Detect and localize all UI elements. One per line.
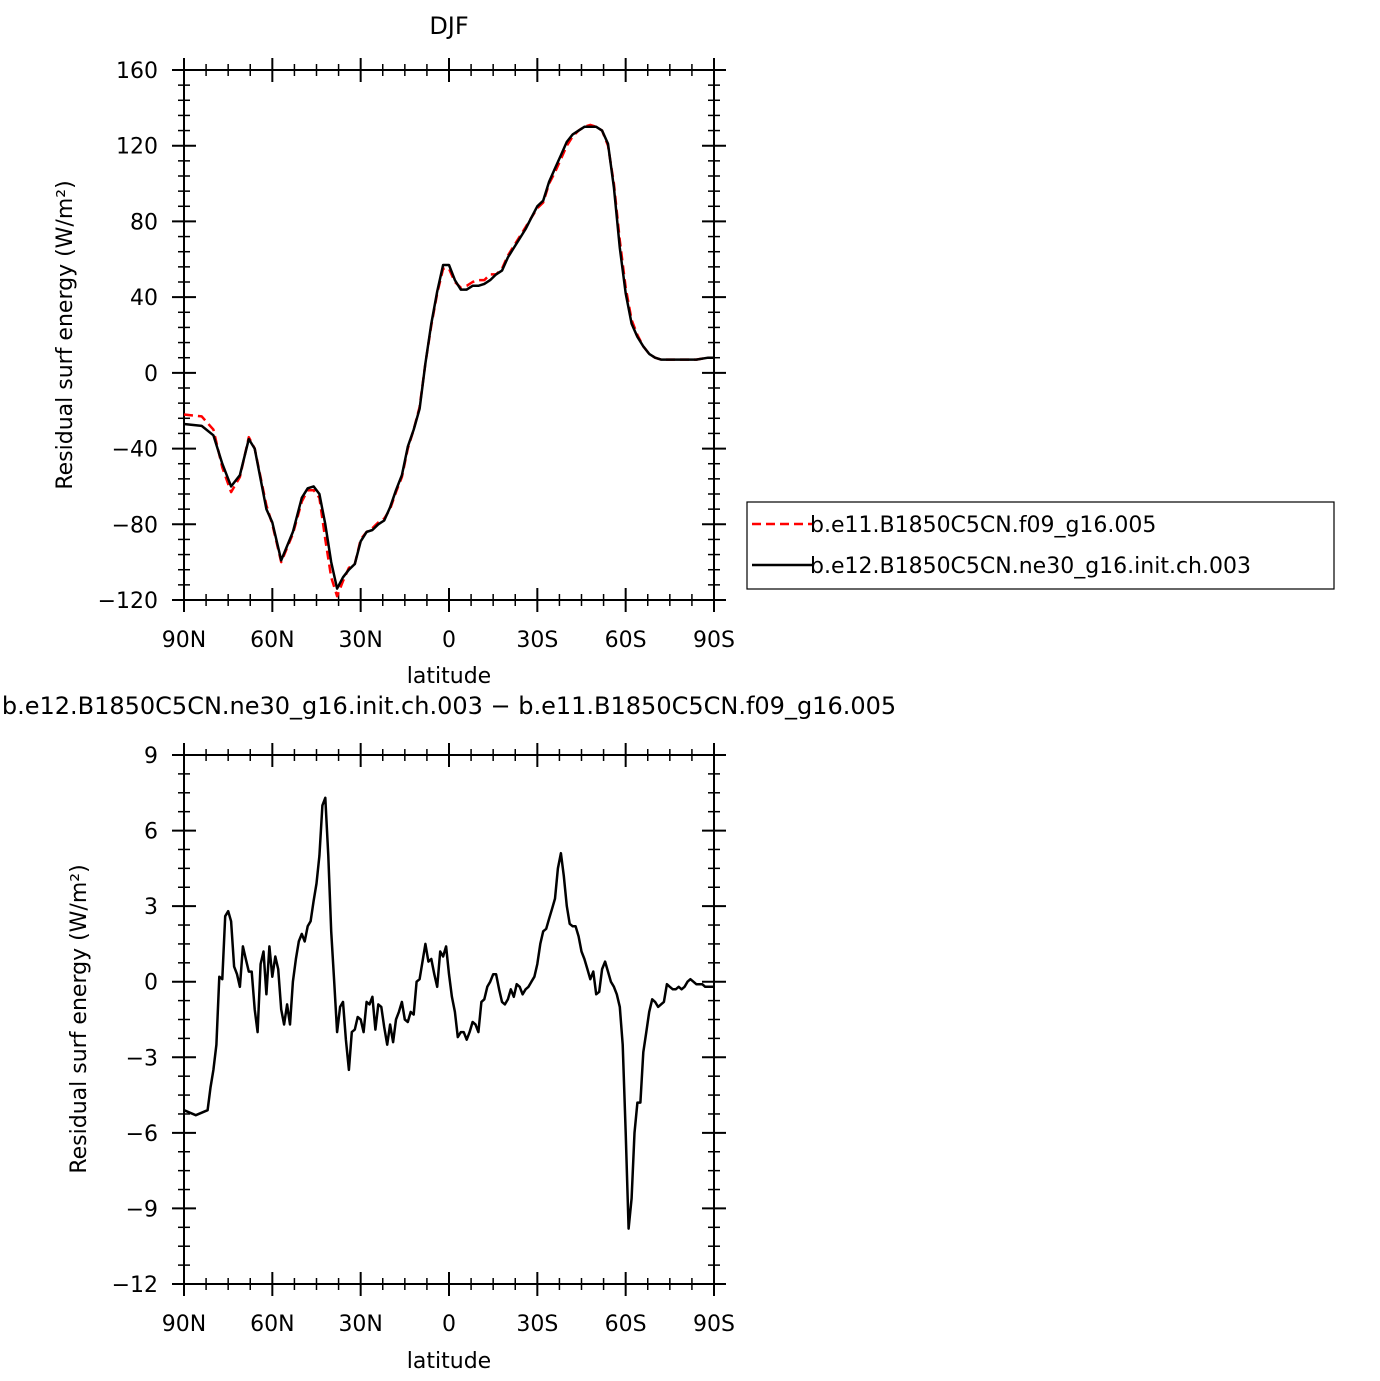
y-tick-label: 6 (144, 820, 158, 845)
top-x-axis-label: latitude (407, 664, 491, 689)
y-tick-label: −3 (126, 1046, 158, 1071)
x-tick-label: 60S (605, 628, 647, 653)
top-chart-title: DJF (429, 12, 468, 40)
bottom-y-axis-label: Residual surf energy (W/m²) (67, 864, 92, 1173)
y-tick-label: −80 (112, 513, 158, 538)
x-tick-label: 90S (693, 1312, 735, 1337)
x-tick-label: 90S (693, 628, 735, 653)
y-tick-label: 40 (130, 286, 158, 311)
legend-label-ne30: b.e12.B1850C5CN.ne30_g16.init.ch.003 (810, 554, 1251, 579)
bottom-chart-title: b.e12.B1850C5CN.ne30_g16.init.ch.003 − b… (2, 692, 896, 720)
y-tick-label: 9 (144, 744, 158, 769)
x-tick-label: 0 (442, 628, 456, 653)
x-tick-label: 90N (162, 628, 206, 653)
x-tick-label: 30N (338, 1312, 382, 1337)
y-tick-label: 3 (144, 895, 158, 920)
x-tick-label: 0 (442, 1312, 456, 1337)
y-tick-label: 0 (144, 362, 158, 387)
y-tick-label: 80 (130, 210, 158, 235)
legend-label-f09: b.e11.B1850C5CN.f09_g16.005 (810, 513, 1156, 538)
x-tick-label: 30S (516, 628, 558, 653)
legend-box (746, 501, 1335, 590)
bottom-panel: b.e12.B1850C5CN.ne30_g16.init.ch.003 − b… (2, 692, 896, 1374)
x-tick-label: 60N (250, 1312, 294, 1337)
x-tick-label: 60N (250, 628, 294, 653)
y-tick-label: 120 (116, 135, 158, 160)
x-tick-label: 30S (516, 1312, 558, 1337)
plot-frame (183, 754, 715, 1285)
x-tick-label: 30N (338, 628, 382, 653)
series-line-1 (183, 125, 714, 590)
y-tick-label: −120 (98, 589, 158, 614)
y-tick-label: 0 (144, 971, 158, 996)
y-tick-label: 160 (116, 59, 158, 84)
bottom-x-axis-label: latitude (407, 1349, 491, 1374)
y-tick-label: −40 (112, 438, 158, 463)
series-line-0 (183, 123, 714, 598)
x-tick-label: 60S (605, 1312, 647, 1337)
top-y-axis-label: Residual surf energy (W/m²) (53, 180, 78, 489)
x-tick-label: 90N (162, 1312, 206, 1337)
legend: b.e11.B1850C5CN.f09_g16.005 b.e12.B1850C… (746, 501, 1335, 590)
y-tick-label: −12 (112, 1273, 158, 1298)
plot-frame (183, 69, 715, 601)
series-line-0 (183, 796, 714, 1230)
top-panel: DJF Residual surf energy (W/m²) latitude… (53, 12, 735, 689)
y-tick-label: −6 (126, 1122, 158, 1147)
y-tick-label: −9 (126, 1197, 158, 1222)
